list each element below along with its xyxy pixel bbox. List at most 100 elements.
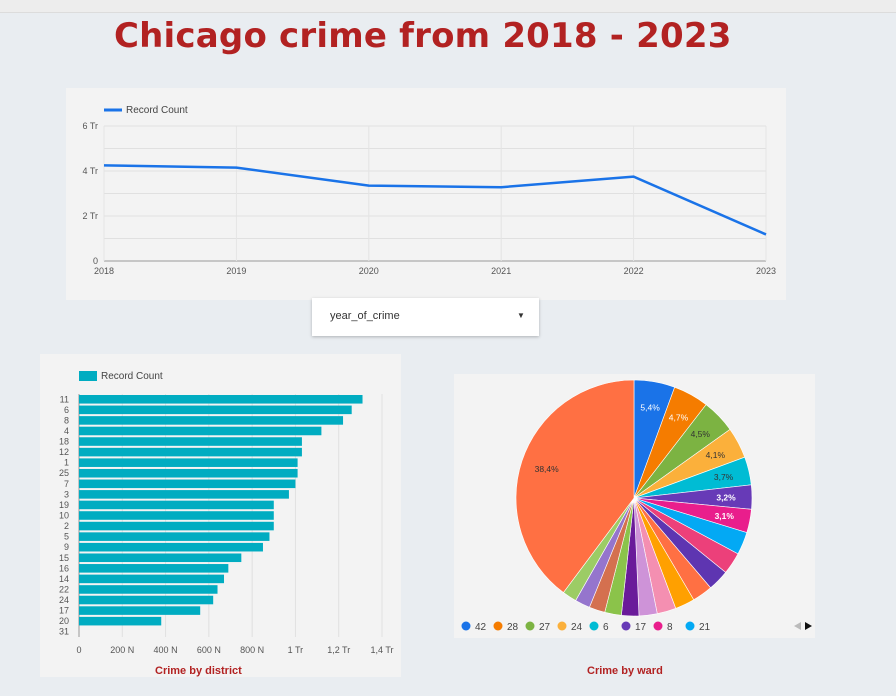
bar-x-tick-label: 0	[76, 645, 81, 655]
line-y-tick-label: 6 Tr	[82, 121, 98, 131]
pie-legend-next-icon	[805, 622, 812, 630]
line-series-record-count	[103, 164, 767, 236]
bar-chart-caption: Crime by district	[155, 665, 242, 677]
pie-slice-label: 3,2%	[716, 492, 736, 502]
year-filter-label: year_of_crime	[330, 310, 400, 322]
bar-x-tick-label: 200 N	[110, 645, 134, 655]
pie-legend-swatch-28	[493, 621, 503, 631]
pie-legend-swatch-6	[589, 621, 599, 631]
pie-legend-swatch-27	[525, 621, 535, 631]
bar-x-tick-label: 800 N	[240, 645, 264, 655]
bar-district-16	[79, 564, 229, 573]
bar-x-tick-label: 1,2 Tr	[327, 645, 350, 655]
pie-slice-label: 4,1%	[706, 450, 726, 460]
bar-chart-card: 0 200 N 400 N 600 N 800 N 1 Tr 1,2 Tr 1,4 Tr 1 1 6…	[40, 354, 401, 677]
pie-slice-other-19	[515, 379, 635, 593]
pie-chart: 5,4% 4,7%4,5% 4,1% 3,7% 3,2% 3,1% 38,4% 42 28 27 2…	[461, 379, 812, 633]
bar-district-8	[79, 416, 344, 425]
line-legend-label: Record Count	[126, 105, 188, 116]
page-title: Chicago crime from 2018 - 2023	[114, 16, 732, 56]
bar-category-label: 11	[60, 394, 69, 404]
bar-x-tick-label: 600 N	[197, 645, 221, 655]
bar-district-18	[79, 437, 302, 446]
bar-category-label: 31	[59, 627, 69, 637]
pie-legend-swatch-24	[557, 621, 567, 631]
bar-district-3	[79, 490, 289, 499]
bar-district-25	[79, 468, 298, 478]
bar-district-15	[79, 553, 242, 563]
pie-legend-label: 6	[603, 622, 609, 633]
bar-category-label: 2	[64, 521, 69, 531]
bar-category-label: 20	[59, 616, 69, 626]
bar-category-label: 25	[59, 468, 69, 478]
dropdown-caret-icon: ▼	[517, 311, 525, 320]
pie-chart-card: 5,4% 4,7% 4,5% 4,1% 3,7% 3,2% 3,1% 38,4% 42 28 27 2…	[454, 374, 815, 638]
bar-district-17	[79, 606, 201, 615]
bar-district-9	[79, 542, 263, 552]
pie-slice-label: 38,4%	[535, 464, 560, 474]
bar-district-4	[79, 426, 322, 436]
pie-legend-label: 27	[539, 622, 551, 633]
line-chart-card: 2018 2019 2020 2021 2022 2023 0 2 Tr 4 Tr 6 Tr Rec…	[66, 88, 786, 300]
bar-legend-label: Record Count	[101, 371, 163, 382]
bar-category-label: 22	[59, 584, 69, 594]
pie-legend-swatch-21	[685, 621, 695, 631]
line-x-tick-label: 2022	[624, 266, 644, 276]
line-x-tick-label: 2018	[94, 266, 114, 276]
bar-category-label: 5	[64, 532, 69, 542]
bar-category-label: 10	[59, 511, 69, 521]
bar-chart: 0 200 N 400 N 600 N 800 N 1 Tr 1,2 Tr 1,4 Tr 1 16…	[59, 371, 394, 655]
line-x-tick-label: 2023	[756, 266, 776, 276]
bar-district-14	[79, 574, 225, 584]
bar-x-tick-label: 400 N	[154, 645, 178, 655]
bar-category-label: 14	[59, 574, 69, 584]
bar-category-label: 19	[59, 500, 69, 510]
bar-category-label: 3	[64, 489, 69, 499]
line-chart: 2018 2019 2020 2021 2022 2023 0 2 Tr 4 Tr 6 Tr Rec…	[82, 105, 776, 276]
bar-district-7	[79, 479, 296, 489]
bar-category-label: 17	[59, 606, 69, 616]
bar-category-label: 12	[59, 447, 69, 457]
line-y-tick-label: 2 Tr	[82, 211, 98, 221]
line-y-tick-label: 0	[93, 256, 98, 266]
bar-district-20	[79, 616, 162, 626]
bar-category-label: 18	[59, 437, 69, 447]
pie-legend-swatch-42	[461, 621, 471, 631]
bar-district-2	[79, 521, 274, 531]
bar-district-24	[79, 595, 214, 605]
bar-district-5	[79, 532, 270, 541]
pie-legend-swatch-17	[621, 621, 631, 631]
line-x-tick-label: 2019	[226, 266, 246, 276]
pie-legend-label: 24	[571, 622, 583, 633]
bar-legend-swatch	[79, 371, 97, 381]
year-filter-dropdown[interactable]: year_of_crime ▼	[312, 298, 539, 336]
pie-legend-label: 28	[507, 622, 519, 633]
bar-category-label: 8	[64, 415, 69, 425]
bar-district-10	[79, 511, 274, 520]
pie-legend-label: 8	[667, 622, 673, 633]
pie-chart-caption: Crime by ward	[587, 665, 663, 677]
bar-category-label: 15	[59, 553, 69, 563]
pie-slice-label: 4,7%	[669, 412, 689, 422]
pie-slice-label: 5,4%	[640, 402, 660, 412]
bar-category-label: 4	[64, 426, 69, 436]
bar-district-22	[79, 585, 218, 594]
bar-category-label: 1	[64, 458, 69, 468]
pie-legend-prev-icon	[794, 622, 801, 630]
pie-legend-swatch-8	[653, 621, 663, 631]
bar-district-12	[79, 447, 302, 457]
bar-district-1	[79, 458, 298, 467]
bar-x-tick-label: 1,4 Tr	[370, 645, 393, 655]
bar-category-label: 24	[59, 595, 69, 605]
pie-slice-label: 3,1%	[715, 511, 735, 521]
pie-slice-label: 4,5%	[691, 429, 711, 439]
pie-legend-label: 21	[699, 622, 711, 633]
top-bar	[0, 0, 896, 13]
bar-x-tick-label: 1 Tr	[288, 645, 304, 655]
line-y-tick-label: 4 Tr	[82, 166, 98, 176]
bar-category-label: 16	[59, 563, 69, 573]
pie-slice-label: 3,7%	[714, 472, 734, 482]
bar-district-11	[79, 395, 363, 404]
bar-category-label: 7	[64, 479, 69, 489]
pie-legend-label: 42	[475, 622, 487, 633]
